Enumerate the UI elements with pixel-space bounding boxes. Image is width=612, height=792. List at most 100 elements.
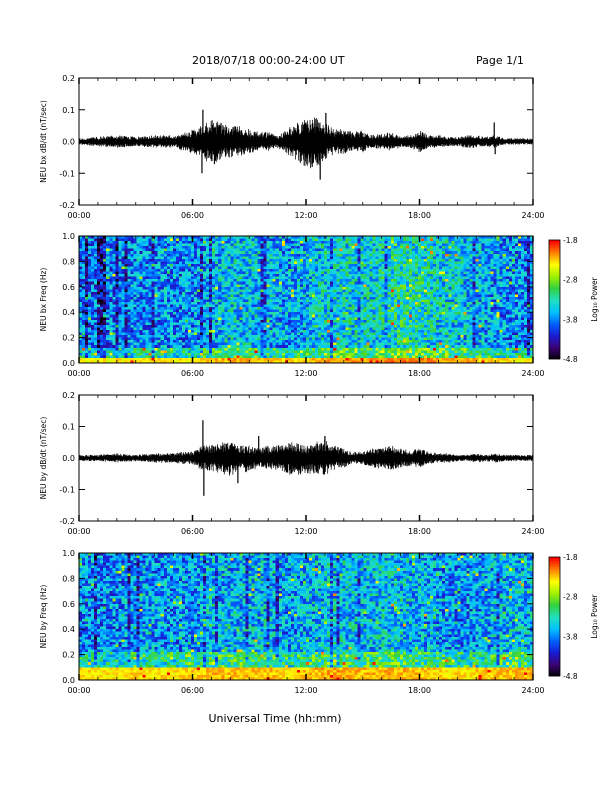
spectrogram-cell (336, 314, 340, 318)
spectrogram-cell (266, 302, 270, 305)
spectrogram-cell (354, 246, 358, 249)
spectrogram-cell (236, 251, 240, 255)
spectrogram-cell (269, 304, 274, 308)
spectrogram-cell (184, 279, 189, 283)
spectrogram-cell (221, 279, 225, 283)
spectrogram-cell (79, 327, 83, 331)
spectrogram-cell (257, 261, 261, 265)
spectrogram-cell (172, 248, 177, 252)
spectrogram-cell (236, 258, 240, 262)
spectrogram-cell (339, 319, 343, 323)
spectrogram-cell (306, 294, 310, 298)
spectrogram-cell (85, 312, 89, 316)
spectrogram-cell (330, 286, 334, 290)
spectrogram-cell (324, 324, 328, 328)
spectrogram-cell (109, 294, 113, 298)
spectrogram-cell (82, 269, 86, 272)
spectrogram-cell (133, 347, 137, 351)
spectrogram-cell (97, 294, 101, 298)
spectrogram-cell (124, 304, 128, 308)
spectrogram-cell (248, 360, 252, 364)
spectrogram-cell (351, 246, 355, 249)
spectrogram-cell (103, 246, 107, 249)
spectrogram-cell (366, 271, 370, 275)
spectrogram-cell (281, 314, 286, 318)
spectrogram-cell (366, 317, 370, 321)
spectrogram-cell (336, 357, 340, 361)
spectrogram-cell (248, 299, 252, 303)
spectrogram-cell (372, 347, 376, 351)
spectrogram-cell (82, 286, 86, 290)
spectrogram-cell (342, 350, 346, 354)
spectrogram-cell (127, 241, 131, 244)
spectrogram-cell (172, 324, 177, 328)
spectrogram-cell (94, 284, 98, 288)
spectrogram-cell (299, 271, 304, 275)
spectrogram-cell (330, 307, 334, 310)
spectrogram-cell (100, 335, 104, 338)
spectrogram-cell (106, 296, 110, 300)
spectrogram-cell (142, 253, 146, 257)
spectrogram-cell (100, 352, 104, 356)
spectrogram-cell (221, 347, 225, 351)
spectrogram-cell (375, 261, 379, 265)
spectrogram-cell (172, 307, 177, 310)
spectrogram-cell (97, 253, 101, 257)
spectrogram-cell (284, 350, 289, 354)
spectrogram-cell (97, 299, 101, 303)
spectrogram-cell (318, 284, 322, 288)
spectrogram-cell (336, 238, 340, 242)
spectrogram-cell (239, 327, 243, 331)
spectrogram-cell (281, 355, 286, 359)
spectrogram-cell (115, 299, 119, 303)
spectrogram-cell (284, 335, 289, 338)
spectrogram-cell (360, 355, 364, 359)
spectrogram-cell (324, 335, 328, 338)
spectrogram-cell (369, 329, 373, 333)
spectrogram-cell (251, 276, 255, 280)
spectrogram-cell (360, 319, 364, 323)
spectrogram-cell (321, 357, 325, 361)
spectrogram-cell (145, 256, 149, 260)
spectrogram-cell (230, 317, 234, 321)
spectrogram-cell (112, 261, 116, 265)
spectrogram-cell (133, 256, 137, 260)
spectrogram-cell (318, 281, 322, 285)
spectrogram-cell (224, 294, 228, 298)
spectrogram-cell (318, 274, 322, 277)
spectrogram-cell (306, 274, 310, 277)
spectrogram-cell (324, 304, 328, 308)
spectrogram-cell (175, 251, 180, 255)
spectrogram-cell (169, 345, 174, 349)
spectrogram-cell (263, 324, 267, 328)
spectrogram-cell (236, 357, 240, 361)
spectrogram-cell (187, 294, 192, 298)
spectrogram-cell (163, 286, 168, 290)
spectrogram-cell (357, 322, 361, 326)
spectrogram-cell (79, 241, 83, 244)
spectrogram-cell (306, 236, 310, 239)
spectrogram-cell (124, 243, 128, 247)
spectrogram-cell (175, 256, 180, 260)
spectrogram-cell (372, 342, 376, 346)
spectrogram-cell (82, 279, 86, 283)
spectrogram-cell (100, 241, 104, 244)
spectrogram-cell (290, 286, 295, 290)
spectrogram-cell (336, 337, 340, 341)
spectrogram-cell (194, 291, 198, 295)
spectrogram-cell (324, 345, 328, 349)
spectrogram-cell (345, 281, 349, 285)
spectrogram-cell (363, 347, 367, 351)
spectrogram-cell (348, 291, 352, 295)
spectrogram-cell (284, 312, 289, 316)
spectrogram-cell (324, 357, 328, 361)
spectrogram-cell (302, 350, 307, 354)
spectrogram-cell (257, 276, 261, 280)
spectrogram-cell (230, 248, 234, 252)
spectrogram-cell (239, 289, 243, 293)
spectrogram-cell (181, 238, 186, 242)
spectrogram-cell (306, 317, 310, 321)
spectrogram-cell (293, 317, 298, 321)
spectrogram-cell (327, 347, 331, 351)
spectrogram-cell (269, 324, 274, 328)
